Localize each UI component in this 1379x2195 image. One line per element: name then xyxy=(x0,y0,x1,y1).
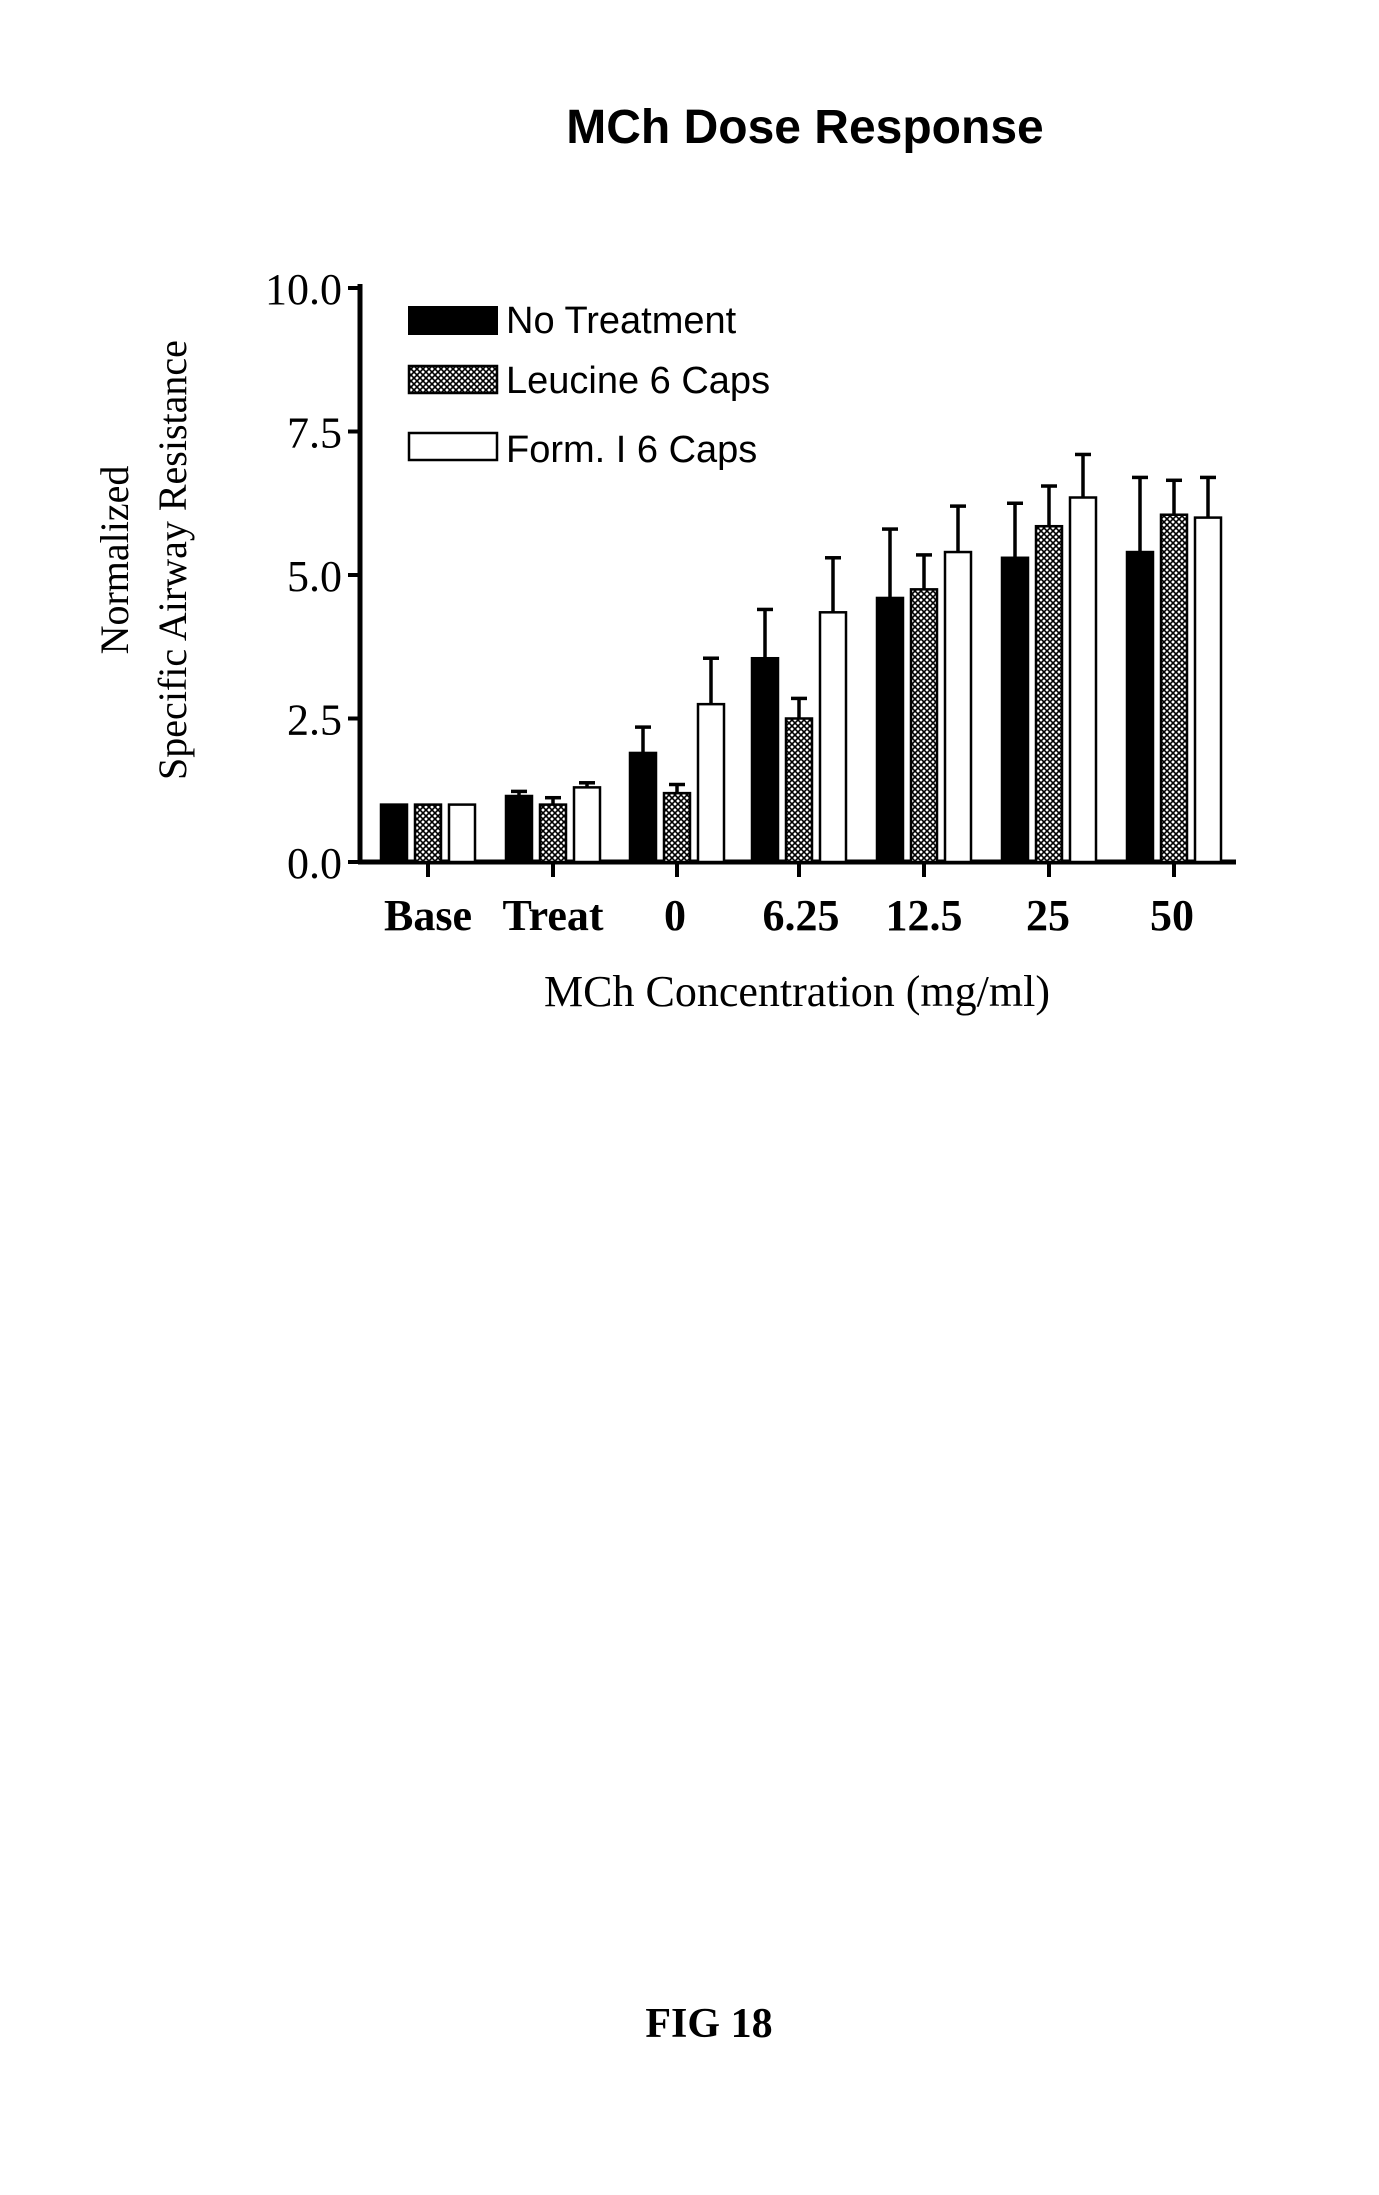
legend-swatch-no-treatment xyxy=(409,307,497,334)
y-tick-label: 10.0 xyxy=(265,265,342,314)
bar xyxy=(574,787,600,862)
bars xyxy=(381,454,1221,862)
bar xyxy=(540,805,566,862)
x-ticks: Base Treat 0 6.25 12.5 25 50 xyxy=(384,862,1194,940)
legend-entry-form-i: Form. I 6 Caps xyxy=(409,429,757,471)
y-ticks: 0.0 2.5 5.0 7.5 10.0 xyxy=(265,265,362,888)
y-tick-label: 0.0 xyxy=(287,839,342,888)
bar xyxy=(415,805,441,862)
bar xyxy=(1070,498,1096,862)
legend-label-leucine: Leucine 6 Caps xyxy=(506,360,770,402)
bar xyxy=(945,552,971,862)
legend-label-no-treatment: No Treatment xyxy=(506,300,737,342)
bar xyxy=(1161,515,1187,862)
x-tick-label: Treat xyxy=(503,891,604,940)
legend-swatch-form-i xyxy=(409,433,497,460)
legend-swatch-leucine xyxy=(409,366,497,393)
x-tick-label: 12.5 xyxy=(886,891,963,940)
bar xyxy=(786,719,812,863)
x-tick-label: Base xyxy=(384,891,472,940)
bar xyxy=(1127,552,1153,862)
bar xyxy=(698,704,724,862)
bar xyxy=(877,598,903,862)
bar xyxy=(506,796,532,862)
figure-label: FIG 18 xyxy=(645,2001,772,2047)
bar xyxy=(449,805,475,862)
bar xyxy=(1002,558,1028,862)
bar xyxy=(1036,526,1062,862)
chart-title: MCh Dose Response xyxy=(566,101,1043,154)
legend: No Treatment Leucine 6 Caps Form. I 6 Ca… xyxy=(409,300,770,471)
x-tick-label: 50 xyxy=(1150,891,1194,940)
bar xyxy=(820,612,846,862)
x-axis-label: MCh Concentration (mg/ml) xyxy=(544,967,1050,1016)
y-tick-label: 5.0 xyxy=(287,552,342,601)
y-axis-label-line-1: Normalized xyxy=(92,466,137,655)
bar xyxy=(381,805,407,862)
bar xyxy=(911,589,937,862)
bar xyxy=(1195,518,1221,862)
y-tick-label: 7.5 xyxy=(287,409,342,458)
legend-entry-no-treatment: No Treatment xyxy=(409,300,737,342)
x-tick-label: 6.25 xyxy=(763,891,840,940)
y-axis-label-line-2: Specific Airway Resistance xyxy=(150,340,195,780)
legend-label-form-i: Form. I 6 Caps xyxy=(506,429,757,471)
x-tick-label: 0 xyxy=(664,891,686,940)
bar xyxy=(630,753,656,862)
bar xyxy=(664,793,690,862)
y-tick-label: 2.5 xyxy=(287,696,342,745)
legend-entry-leucine: Leucine 6 Caps xyxy=(409,360,770,402)
x-tick-label: 25 xyxy=(1026,891,1070,940)
y-axis-label: Normalized Specific Airway Resistance xyxy=(92,340,195,780)
bar xyxy=(752,658,778,862)
